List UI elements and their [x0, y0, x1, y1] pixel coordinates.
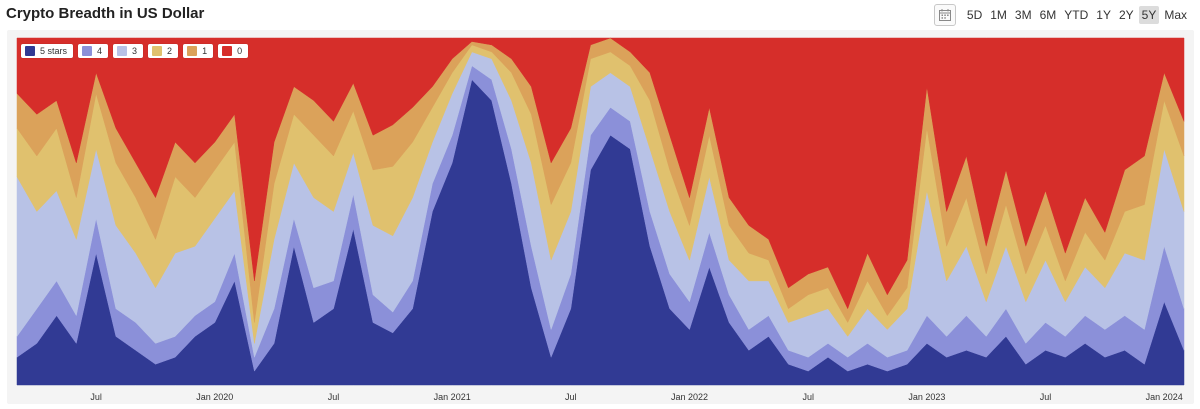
x-tick-label: Jul [90, 392, 102, 402]
range-button-ytd[interactable]: YTD [1064, 8, 1089, 22]
legend-swatch-0 [222, 46, 233, 56]
x-tick-label: Jan 2024 [1146, 392, 1183, 402]
legend-item-1[interactable]: 1 [183, 44, 214, 58]
range-button-2y[interactable]: 2Y [1118, 8, 1134, 22]
legend-label-1: 1 [202, 46, 208, 56]
legend-swatch-5-stars [25, 46, 35, 56]
legend-item-4[interactable]: 4 [78, 44, 109, 58]
x-tick-label: Jul [328, 392, 340, 402]
legend-swatch-2 [152, 46, 163, 56]
legend-swatch-3 [117, 46, 128, 56]
legend-item-0[interactable]: 0 [218, 44, 249, 58]
x-tick-label: Jan 2020 [196, 392, 233, 402]
legend-label-4: 4 [97, 46, 103, 56]
area-series-0 [16, 37, 1185, 310]
x-tick-label: Jan 2023 [908, 392, 945, 402]
x-tick-label: Jan 2021 [434, 392, 471, 402]
x-tick-label: Jul [802, 392, 814, 402]
legend-label-3: 3 [132, 46, 138, 56]
legend-item-5-stars[interactable]: 5 stars [21, 44, 74, 58]
range-button-max[interactable]: Max [1164, 8, 1187, 22]
range-button-5y[interactable]: 5Y [1138, 6, 1160, 24]
range-button-5d[interactable]: 5D [966, 8, 983, 22]
range-button-1m[interactable]: 1M [990, 8, 1007, 22]
chart-legend: 5 stars 4 3 2 1 0 [21, 44, 249, 58]
x-tick-label: Jan 2022 [671, 392, 708, 402]
range-button-6m[interactable]: 6M [1039, 8, 1057, 22]
breadth-chart[interactable]: Jul Jan 2020 Jul Jan 2021 Jul Jan 2022 Jul Jan … [7, 30, 1194, 404]
chart-panel: Jul Jan 2020 Jul Jan 2021 Jul Jan 2022 Jul Jan … [7, 30, 1194, 404]
legend-label-5-stars: 5 stars [40, 46, 68, 56]
legend-label-0: 0 [237, 46, 243, 56]
x-tick-label: Jul [1040, 392, 1052, 402]
legend-item-2[interactable]: 2 [148, 44, 179, 58]
page-title: Crypto Breadth in US Dollar [6, 5, 205, 22]
x-tick-label: Jul [565, 392, 577, 402]
range-toolbar: 5D 1M 3M 6M YTD 1Y 2Y 5Y Max [933, 4, 1190, 26]
calendar-icon[interactable] [933, 4, 956, 26]
legend-label-2: 2 [167, 46, 173, 56]
legend-item-3[interactable]: 3 [113, 44, 144, 58]
legend-swatch-4 [82, 46, 93, 56]
range-button-1y[interactable]: 1Y [1096, 8, 1111, 22]
legend-swatch-1 [187, 46, 198, 56]
range-button-3m[interactable]: 3M [1014, 8, 1032, 22]
